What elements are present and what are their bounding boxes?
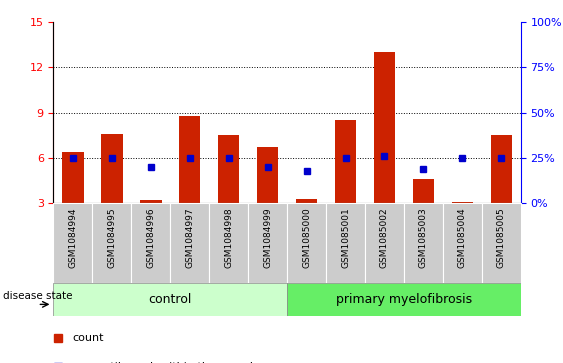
FancyBboxPatch shape xyxy=(365,203,404,283)
Text: percentile rank within the sample: percentile rank within the sample xyxy=(72,362,260,363)
Bar xyxy=(218,135,239,203)
FancyBboxPatch shape xyxy=(482,203,521,283)
Text: control: control xyxy=(149,293,192,306)
Bar xyxy=(53,283,287,316)
FancyBboxPatch shape xyxy=(53,203,92,283)
FancyBboxPatch shape xyxy=(287,203,326,283)
Text: disease state: disease state xyxy=(3,291,72,301)
Text: GSM1085001: GSM1085001 xyxy=(341,207,350,268)
Bar xyxy=(296,199,318,203)
Text: GSM1084994: GSM1084994 xyxy=(69,207,78,268)
FancyBboxPatch shape xyxy=(248,203,287,283)
Text: GSM1085003: GSM1085003 xyxy=(419,207,428,268)
Text: GSM1084995: GSM1084995 xyxy=(108,207,117,268)
Bar xyxy=(179,115,200,203)
Text: GSM1084999: GSM1084999 xyxy=(263,207,272,268)
Bar xyxy=(140,200,162,203)
Text: GSM1084998: GSM1084998 xyxy=(224,207,233,268)
Text: GSM1084996: GSM1084996 xyxy=(146,207,155,268)
Text: GSM1085000: GSM1085000 xyxy=(302,207,311,268)
Bar xyxy=(287,283,521,316)
FancyBboxPatch shape xyxy=(326,203,365,283)
Bar xyxy=(374,52,395,203)
Text: primary myelofibrosis: primary myelofibrosis xyxy=(336,293,472,306)
FancyBboxPatch shape xyxy=(171,203,209,283)
Bar xyxy=(62,152,84,203)
Text: GSM1084997: GSM1084997 xyxy=(185,207,194,268)
Bar xyxy=(335,120,356,203)
FancyBboxPatch shape xyxy=(443,203,482,283)
FancyBboxPatch shape xyxy=(131,203,171,283)
FancyBboxPatch shape xyxy=(209,203,248,283)
Bar xyxy=(413,179,434,203)
FancyBboxPatch shape xyxy=(92,203,131,283)
Text: GSM1085004: GSM1085004 xyxy=(458,207,467,268)
Bar xyxy=(101,134,123,203)
Text: GSM1085002: GSM1085002 xyxy=(380,207,389,268)
Bar xyxy=(452,202,473,203)
Bar xyxy=(257,147,278,203)
Bar xyxy=(490,135,512,203)
FancyBboxPatch shape xyxy=(404,203,443,283)
Text: GSM1085005: GSM1085005 xyxy=(497,207,506,268)
Text: count: count xyxy=(72,333,104,343)
